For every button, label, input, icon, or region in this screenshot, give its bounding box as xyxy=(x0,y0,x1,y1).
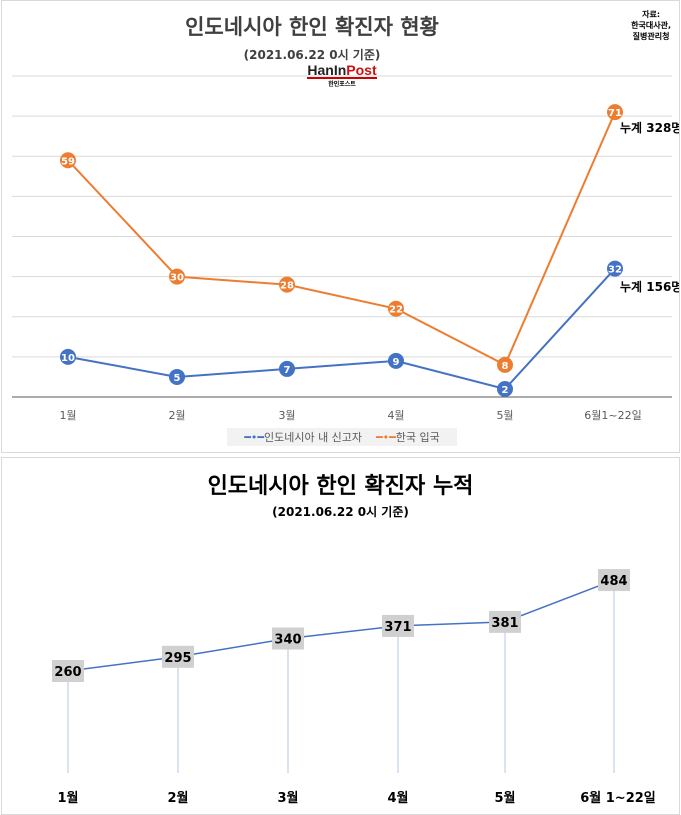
data-label: 8 xyxy=(502,361,509,372)
data-point xyxy=(388,352,404,369)
data-point xyxy=(279,360,295,377)
x-tick-label: 2월 xyxy=(167,790,188,806)
data-point xyxy=(169,268,185,285)
cumulative-chart-svg: 260 295 340 371 381 484 1월 2월 3월 4월 5월 6월 1~22일 xyxy=(52,569,656,806)
data-label: 260 xyxy=(54,665,81,680)
data-label: 484 xyxy=(600,574,627,589)
chart-monthly: 인도네시아 한인 확진자 현황 (2021.06.22 0시 기준) 자료: 한… xyxy=(1,0,680,453)
data-label: 5 xyxy=(174,373,181,384)
data-point xyxy=(607,104,623,121)
data-label: 381 xyxy=(491,616,518,631)
data-point xyxy=(60,348,76,365)
x-tick-label: 3월 xyxy=(278,409,295,422)
x-tick-label: 6월1~22일 xyxy=(584,408,641,422)
data-label: 59 xyxy=(61,156,75,167)
total-label: 누계 156명 xyxy=(620,279,679,294)
data-label: 340 xyxy=(274,633,301,648)
data-point xyxy=(388,300,404,317)
data-label: 7 xyxy=(284,365,291,376)
legend-item-indonesia: ━•━인도네시아 내 신고자 xyxy=(244,431,363,444)
series-line xyxy=(67,111,616,367)
data-point xyxy=(60,152,76,169)
x-tick-label: 5월 xyxy=(494,790,515,806)
data-label: 2 xyxy=(502,385,509,396)
chart-subtitle: (2021.06.22 0시 기준) xyxy=(243,48,381,62)
data-label-box xyxy=(489,610,521,633)
x-tick-label: 3월 xyxy=(277,790,298,806)
data-point xyxy=(497,356,513,373)
total-label: 누계 328명 xyxy=(620,120,679,135)
data-label-box xyxy=(382,614,414,637)
data-point xyxy=(607,260,623,277)
data-label: 10 xyxy=(61,353,75,364)
chart-cumulative: 인도네시아 한인 확진자 누적 (2021.06.22 0시 기준) 260 29… xyxy=(1,457,680,815)
data-label: 295 xyxy=(164,651,191,666)
chart-title: 인도네시아 한인 확진자 누적 xyxy=(207,474,474,499)
x-tick-label: 4월 xyxy=(387,409,404,422)
data-point xyxy=(497,380,513,397)
data-label-box xyxy=(52,660,84,682)
data-label-box xyxy=(162,645,194,668)
legend-item-korea: ━•━한국 입국 xyxy=(376,431,440,444)
chart-title: 인도네시아 한인 확진자 현황 xyxy=(185,15,439,39)
source-note: 자료: 한국대사관, 질병관리청 xyxy=(631,10,671,41)
data-label: 22 xyxy=(389,305,403,316)
chart-subtitle: (2021.06.22 0시 기준) xyxy=(272,505,409,519)
x-tick-label: 2월 xyxy=(168,409,185,422)
data-point xyxy=(169,368,185,385)
series-line xyxy=(67,579,615,672)
x-tick-label: 6월 1~22일 xyxy=(580,790,656,806)
x-tick-label: 4월 xyxy=(387,790,408,806)
x-tick-label: 5월 xyxy=(496,409,513,422)
data-label: 28 xyxy=(280,281,294,292)
data-label: 30 xyxy=(170,273,184,284)
x-tick-label: 1월 xyxy=(57,790,78,806)
data-label: 371 xyxy=(384,620,411,635)
line-chart-svg: 1월 2월 3월 4월 5월 6월1~22일 10 5 7 9 2 32 누계 156명 59 30 28 22… xyxy=(12,75,679,422)
x-tick-label: 1월 xyxy=(59,409,76,422)
data-label: 71 xyxy=(608,108,622,119)
data-label-box xyxy=(272,627,304,650)
hanin-post-logo: HanInPost 한인포스트 xyxy=(307,62,377,88)
data-label-box xyxy=(598,569,630,592)
data-label: 32 xyxy=(608,265,622,276)
data-point xyxy=(279,276,295,293)
legend: ━•━인도네시아 내 신고자 ━•━한국 입국 xyxy=(227,428,457,446)
series-line xyxy=(67,267,616,391)
data-label: 9 xyxy=(393,357,400,368)
